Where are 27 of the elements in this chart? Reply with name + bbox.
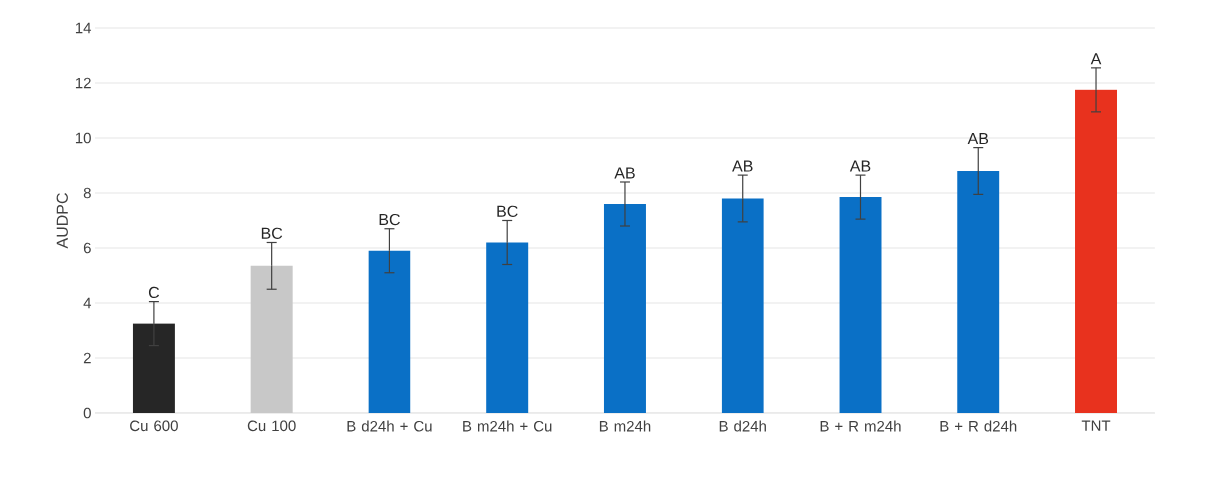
annotation: AB bbox=[849, 160, 871, 172]
annotation: A bbox=[1090, 53, 1102, 65]
y-tick-label: 14 bbox=[75, 22, 92, 34]
y-tick-label: 2 bbox=[83, 352, 91, 364]
annotation: AB bbox=[967, 133, 989, 145]
y-tick-label: 12 bbox=[75, 77, 91, 89]
y-axis-title: AUDPC bbox=[56, 193, 68, 249]
x-tick-label: B + R m24h bbox=[820, 420, 901, 432]
y-tick-label: 4 bbox=[83, 297, 92, 309]
x-tick-label: Cu 100 bbox=[247, 420, 296, 432]
x-tick-label: B + R d24h bbox=[940, 420, 1017, 432]
annotation: BC bbox=[497, 205, 518, 217]
y-tick-label: 8 bbox=[83, 187, 91, 199]
y-tick-label: 0 bbox=[83, 407, 91, 419]
x-tick-label: B d24h + Cu bbox=[347, 420, 432, 432]
annotation: AB bbox=[614, 167, 635, 179]
x-tick-label: Cu 600 bbox=[130, 420, 178, 432]
annotation: C bbox=[148, 286, 160, 299]
x-tick-label: TNT bbox=[1081, 420, 1111, 431]
annotation: AB bbox=[732, 160, 753, 172]
x-tick-label: B m24h + Cu bbox=[463, 420, 552, 432]
annotation: BC bbox=[261, 227, 283, 239]
x-tick-label: B m24h bbox=[599, 420, 651, 432]
y-tick-label: 6 bbox=[83, 242, 91, 254]
y-tick-label: 10 bbox=[75, 132, 91, 144]
annotation: BC bbox=[379, 213, 400, 226]
x-tick-label: B d24h bbox=[719, 420, 766, 432]
